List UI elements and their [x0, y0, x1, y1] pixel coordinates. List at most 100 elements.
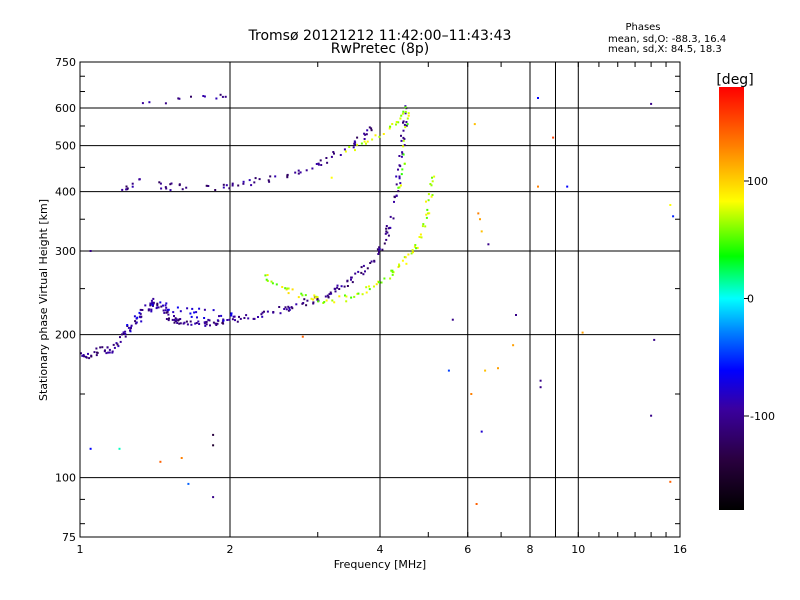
echo-point [173, 321, 176, 324]
echo-point [80, 352, 82, 355]
echo-point [141, 309, 144, 311]
echo-point [165, 302, 168, 305]
echo-point [228, 187, 231, 190]
colorbar-tick-label: 100 [747, 175, 768, 188]
echo-point [193, 311, 196, 314]
echo-point [324, 295, 327, 298]
echo-point [405, 121, 408, 123]
echo-point [239, 317, 242, 320]
echo-point [314, 296, 317, 299]
echo-point [290, 306, 293, 309]
echo-point [165, 306, 168, 309]
echo-point [237, 184, 240, 187]
echo-point [305, 304, 308, 307]
echo-point [360, 266, 363, 269]
echo-point [219, 93, 222, 96]
echo-point [512, 344, 515, 347]
echo-point [404, 105, 407, 108]
echo-point [389, 226, 392, 229]
echo-point [115, 342, 118, 345]
phases-x-stats: mean, sd,X: 84.5, 18.3 [608, 44, 722, 55]
echo-point [362, 264, 365, 267]
echo-point [413, 245, 416, 248]
echo-point [378, 248, 381, 251]
echo-point [270, 280, 273, 283]
echo-point [315, 163, 318, 165]
echo-point [299, 171, 302, 174]
echo-point [470, 393, 473, 395]
echo-point [178, 322, 181, 325]
echo-point [207, 318, 210, 321]
echo-point [365, 133, 368, 136]
echo-point [231, 182, 234, 185]
echo-point [345, 300, 348, 303]
echo-point [203, 308, 206, 311]
echo-point [377, 253, 380, 255]
echo-point [286, 176, 289, 179]
echo-point [287, 305, 290, 308]
echo-point [368, 126, 371, 129]
echo-point [141, 102, 144, 105]
echo-point [381, 248, 384, 251]
echo-point [139, 315, 142, 318]
echo-point [118, 447, 121, 450]
echo-point [424, 225, 427, 228]
echo-point [317, 163, 320, 166]
echo-point [333, 152, 335, 155]
echo-point [401, 168, 404, 171]
echo-point [173, 319, 176, 321]
echo-point [312, 301, 315, 304]
echo-point [156, 304, 159, 306]
echo-point [346, 279, 349, 282]
echo-point [402, 145, 405, 148]
echo-point [177, 97, 180, 100]
echo-point [90, 355, 93, 358]
echo-point [175, 318, 178, 321]
echo-point [228, 318, 231, 321]
echo-point [220, 314, 223, 317]
echo-point [451, 318, 454, 321]
echo-point [365, 291, 368, 294]
echo-point [425, 213, 428, 216]
echo-point [229, 313, 232, 316]
echo-point [406, 117, 409, 120]
echo-point [281, 286, 284, 288]
echo-point [425, 200, 427, 203]
echo-point [140, 320, 143, 323]
echo-point [214, 189, 217, 191]
echo-point [401, 112, 404, 115]
echo-point [156, 306, 159, 309]
echo-point [480, 430, 483, 433]
echo-point [162, 309, 165, 312]
echo-point [383, 277, 386, 280]
echo-point [108, 351, 111, 354]
echo-point [291, 307, 294, 310]
echo-point [350, 296, 353, 299]
echo-point [368, 285, 370, 288]
echo-point [285, 308, 288, 311]
echo-point [351, 281, 354, 284]
echo-point [426, 208, 429, 211]
echo-point [316, 297, 319, 300]
echo-point [376, 248, 379, 251]
x-tick-label: 4 [377, 543, 384, 556]
echo-point [397, 190, 400, 193]
echo-point [428, 212, 431, 215]
echo-point [139, 312, 142, 315]
echo-point [336, 284, 339, 287]
echo-point [333, 301, 336, 304]
echo-point [363, 138, 366, 140]
echo-point [402, 110, 405, 113]
echo-point [380, 281, 383, 284]
echo-point [131, 182, 134, 185]
echo-point [399, 117, 402, 120]
echo-point [181, 188, 184, 191]
echo-point [150, 299, 153, 302]
echo-point [209, 324, 211, 327]
echo-point [447, 369, 450, 372]
echo-point [370, 129, 373, 132]
echo-point [393, 196, 396, 199]
echo-point [291, 288, 294, 291]
echo-point [400, 114, 403, 117]
echo-point [384, 232, 387, 235]
